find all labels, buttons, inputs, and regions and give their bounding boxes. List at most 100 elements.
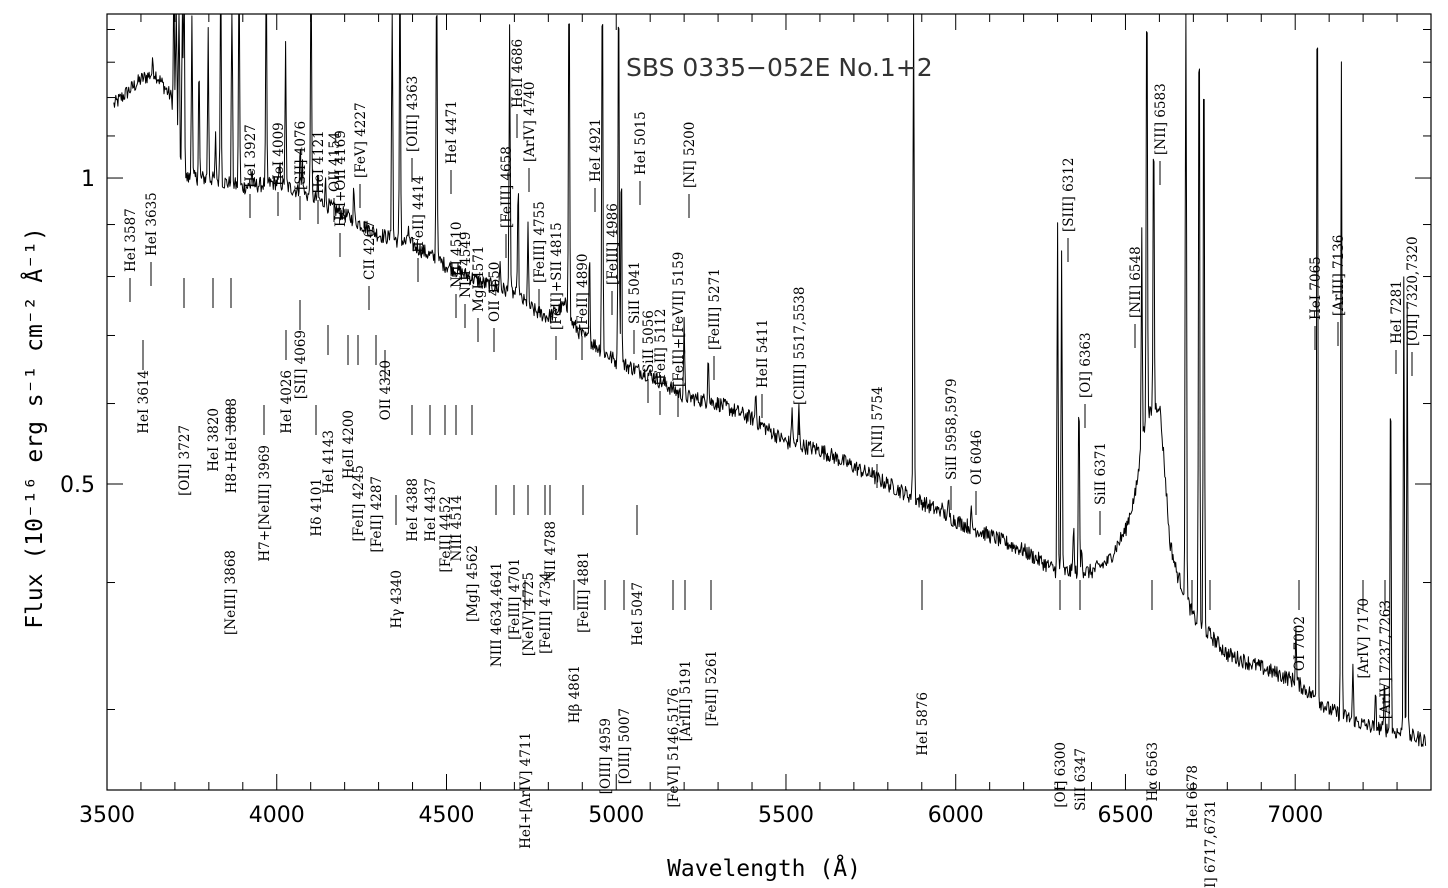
line-id-label: OII 4320 xyxy=(378,350,394,420)
line-id-text: OI 7002 xyxy=(1292,616,1308,671)
line-id-label: HeI 3587 xyxy=(123,208,139,302)
line-id-label: [FeII] 4890 xyxy=(575,254,591,360)
line-id-text: [NII] 6548 xyxy=(1128,246,1144,318)
line-id-label: OI 6046 xyxy=(969,430,985,515)
line-id-label: HeI 6678 xyxy=(1185,580,1201,829)
line-id-text: SiII 5056 xyxy=(641,310,657,373)
line-id-text: [ArIV] 7170 xyxy=(1356,598,1372,678)
line-id-label: [FeII] 4287 xyxy=(369,335,385,552)
line-id-text: [FeIII] 4881 xyxy=(576,551,592,633)
x-tick-label: 6500 xyxy=(1097,803,1153,828)
line-id-label: SiII 6371 xyxy=(1093,442,1109,535)
line-id-label: [ArIV] 7237,7263 xyxy=(1378,580,1394,719)
line-id-text: [ArIII] 7136 xyxy=(1331,235,1347,316)
line-id-text: [FeII]+[FeVII] 5159 xyxy=(671,252,687,387)
line-id-text: [ArIV] 7237,7263 xyxy=(1378,600,1394,719)
x-tick-label: 4500 xyxy=(418,803,474,828)
line-id-label: NIII 4514 xyxy=(449,405,465,561)
line-id-text: [FeII] 5112 xyxy=(653,309,669,385)
line-id-text: [FeVI] 5146,5176 xyxy=(666,688,682,808)
line-id-text: [OII] 3727 xyxy=(177,425,193,496)
line-id-text: SiII 6371 xyxy=(1093,442,1109,505)
line-id-text: HeI 4388 xyxy=(405,478,421,542)
line-id-label: OI 7002 xyxy=(1292,580,1308,671)
line-id-text: HeI+[ArIV] 4711 xyxy=(518,732,534,849)
line-id-text: [FeII] 5261 xyxy=(704,650,720,726)
line-id-label: [FeIII] 4701 xyxy=(507,485,523,640)
y-tick-label: 1 xyxy=(81,167,95,192)
line-id-text: [FeIII] 4658 xyxy=(499,146,515,228)
line-id-label: NIII 4510 xyxy=(449,222,465,318)
line-id-label: [FeII] 5112 xyxy=(653,309,669,415)
y-axis-ticks: 0.51 xyxy=(60,28,1431,711)
line-id-label: [OII] 3727 xyxy=(177,278,193,496)
x-axis-ticks: 3500 4000 4500 5000 5500 6000 6500 7000 xyxy=(79,14,1432,828)
line-id-label: [NII] 6583 xyxy=(1153,83,1169,185)
plot-border xyxy=(106,13,1432,791)
line-id-text: Hγ 4340 xyxy=(389,570,405,629)
line-id-text: HeI 4026 xyxy=(279,370,295,434)
line-id-label: HeI 5047 xyxy=(630,505,646,646)
line-id-text: HeI+OII 4169 xyxy=(333,130,349,227)
line-id-label: HeI 7065 xyxy=(1308,256,1324,350)
line-id-text: OII 4154 xyxy=(327,132,343,192)
line-id-text: [FeIII] 5271 xyxy=(707,268,723,350)
line-id-text: [FeV] 4227 xyxy=(353,102,369,178)
line-id-label: Hγ 4340 xyxy=(389,495,405,629)
chart-title: SBS 0335−052E No.1+2 xyxy=(626,53,933,82)
line-id-label: [FeIII] 4881 xyxy=(576,485,592,633)
line-id-label: [MgI] 4562 xyxy=(465,405,481,622)
line-id-label: HeI+[ArIV] 4711 xyxy=(518,580,534,849)
line-id-label: HeI 3635 xyxy=(144,192,160,286)
line-id-label: [SII] 4069 xyxy=(293,300,309,399)
line-id-text: HeI 4143 xyxy=(321,430,337,494)
line-id-text: Hδ 4101 xyxy=(309,478,325,537)
spectrum-series-line xyxy=(113,13,1427,747)
x-tick-label: 7000 xyxy=(1267,803,1323,828)
line-id-label: Hδ 4101 xyxy=(309,405,325,537)
line-id-label: [OI] 6300 xyxy=(1053,580,1069,808)
line-id-label: [FeVI] 5146,5176 xyxy=(666,580,682,808)
line-id-label: [FeII] 4414 xyxy=(411,176,427,282)
line-id-text: [FeII] 4245 xyxy=(351,465,367,541)
line-id-label: OII 4154 xyxy=(327,132,343,222)
line-id-text: OII 4320 xyxy=(378,360,394,420)
line-id-label: [OIII] 4959 xyxy=(598,580,614,794)
line-id-text: HeII 4686 xyxy=(510,39,526,108)
y-axis-label: Flux (10⁻¹⁶ erg s⁻¹ cm⁻² Å⁻¹) xyxy=(20,227,48,629)
line-id-label: NII 4788 xyxy=(543,485,559,582)
line-id-text: NIII 4510 xyxy=(449,222,465,288)
line-id-text: OII 4650 xyxy=(487,262,503,322)
line-id-label: HeI 5876 xyxy=(915,580,931,756)
line-id-text: [NI] 5200 xyxy=(682,122,698,188)
line-id-text: [OI] 6363 xyxy=(1078,332,1094,398)
line-id-label: [ArIV] 7170 xyxy=(1356,580,1372,678)
line-id-label: HeI 5015 xyxy=(633,111,649,205)
line-id-label: Hα 6563 xyxy=(1145,580,1161,802)
line-id-text: SiII 5041 xyxy=(627,261,643,324)
line-id-label: [ArIII] 5191 xyxy=(678,580,694,741)
line-id-text: NIII 4634,4641 xyxy=(489,562,505,667)
line-id-label: [FeII] 4452 xyxy=(438,405,454,572)
line-id-label: HeI 4026 xyxy=(279,330,295,434)
line-id-text: H7+[NeIII] 3969 xyxy=(257,445,273,562)
line-id-label: [FeV] 4227 xyxy=(353,102,369,208)
line-id-text: [OI] 6300 xyxy=(1053,742,1069,808)
line-id-label: [FeII] 4245 xyxy=(351,335,367,541)
line-id-text: HeI 4921 xyxy=(588,118,604,182)
line-id-label: HeI 4921 xyxy=(588,118,604,212)
line-id-text: [FeIII] 4734 xyxy=(538,572,554,654)
line-id-text: HeI 7281 xyxy=(1389,280,1405,344)
line-id-label: [OII] 7320,7320 xyxy=(1405,236,1421,376)
line-id-text: HeII 5411 xyxy=(755,319,771,388)
line-id-text: [FeIII] 4986 xyxy=(605,203,621,285)
line-id-label: [SII] 6717,6731 xyxy=(1203,580,1219,888)
line-id-label: CII 4267 xyxy=(362,220,378,310)
line-id-text: SiII 6347 xyxy=(1073,748,1089,811)
line-id-text: NIII 4514 xyxy=(449,495,465,561)
line-id-text: HeI 3635 xyxy=(144,192,160,256)
line-id-text: HeII 4200 xyxy=(341,410,357,479)
line-id-label: [FeIII] 4658 xyxy=(499,146,515,258)
line-id-text: HeI 5047 xyxy=(630,582,646,646)
line-id-label: [FeII]+[FeVII] 5159 xyxy=(671,252,687,417)
